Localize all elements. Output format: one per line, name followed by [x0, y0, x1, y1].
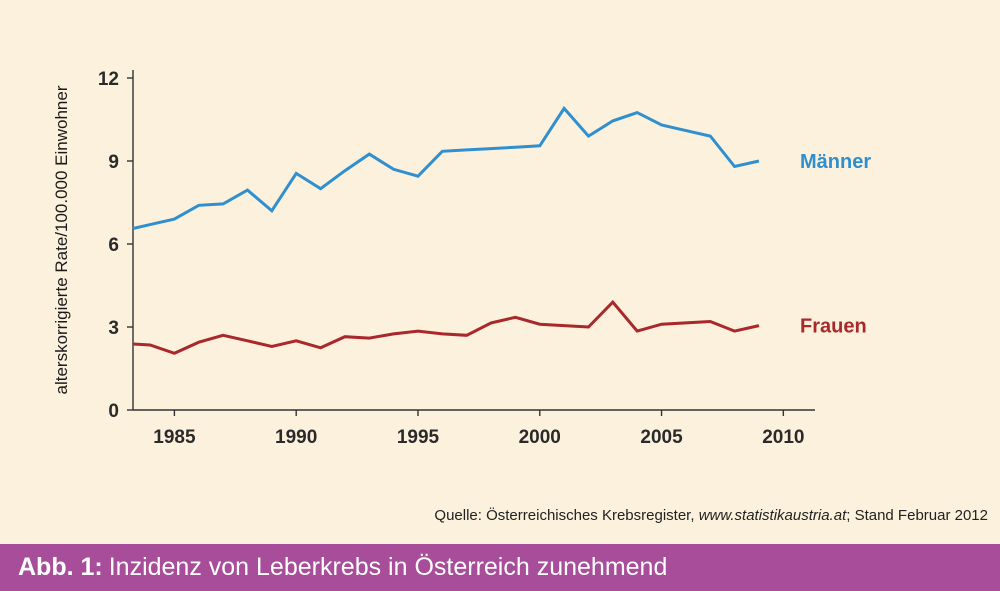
source-note: Quelle: Österreichisches Krebsregister, …: [434, 507, 988, 524]
y-tick-label: 6: [108, 235, 119, 256]
x-tick-label: 1995: [397, 427, 440, 448]
caption-text: Inzidenz von Leberkrebs in Österreich zu…: [108, 553, 668, 581]
series-label-mnner: Männer: [800, 151, 871, 173]
y-tick-label: 0: [108, 401, 119, 422]
x-tick-label: 2000: [519, 427, 561, 448]
x-tick-label: 2010: [762, 427, 804, 448]
y-tick-label: 9: [108, 152, 119, 173]
x-tick-label: 2005: [640, 427, 683, 448]
caption-prefix: Abb. 1:: [18, 553, 103, 581]
line-chart: 0 3 6 9 12 1985 1990 1995 2000 2005 2010 alterskorr…: [52, 69, 871, 448]
series-label-frauen: Frauen: [800, 316, 867, 338]
y-tick-label: 3: [108, 318, 119, 339]
x-tick-label: 1990: [275, 427, 317, 448]
x-tick-label: 1985: [153, 427, 196, 448]
y-axis-label: alterskorrigierte Rate/100.000 Einwohner: [52, 85, 71, 394]
chart-area: 0 3 6 9 12 1985 1990 1995 2000 2005 2010 alterskorr…: [52, 69, 871, 448]
figure-caption-bar: Abb. 1: Inzidenz von Leberkrebs in Öster…: [0, 544, 1000, 591]
series-line-mnner: [132, 105, 760, 230]
y-tick-label: 12: [98, 69, 119, 90]
source-prefix: Quelle: Österreichisches Krebsregister,: [434, 507, 699, 524]
source-suffix: ; Stand Februar 2012: [846, 507, 988, 524]
series-line-frauen: [132, 299, 760, 355]
source-url: www.statistikaustria.at: [698, 507, 847, 524]
